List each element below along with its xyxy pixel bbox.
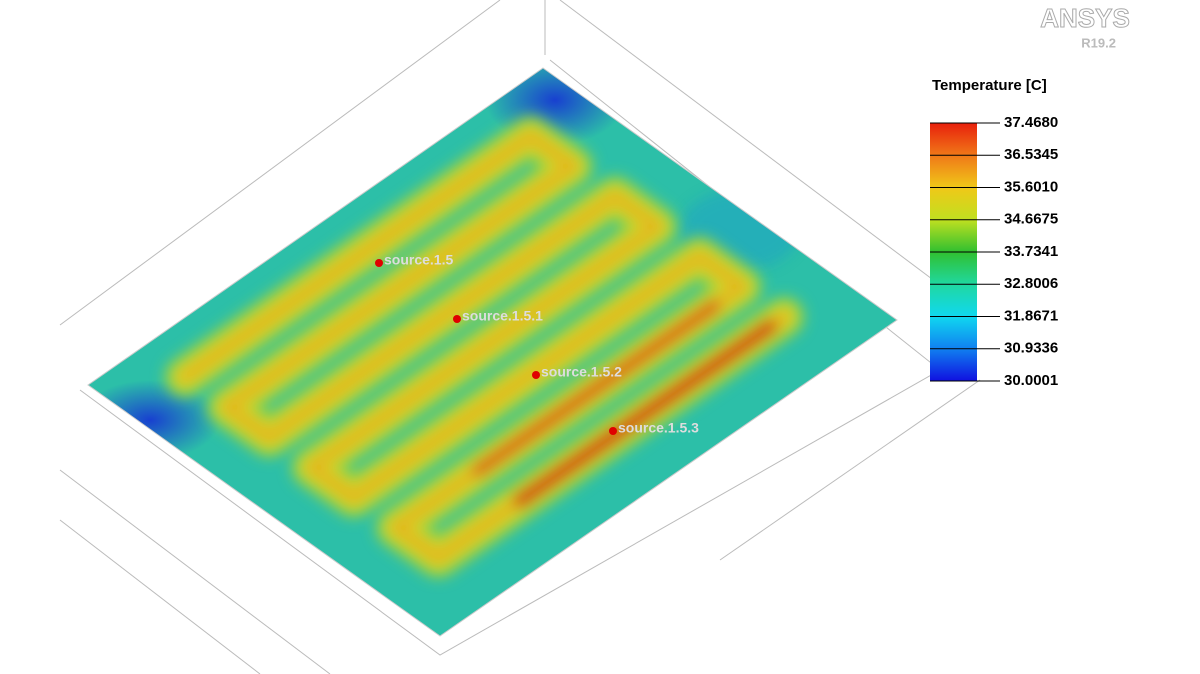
legend-label: 33.7341 xyxy=(1004,243,1058,260)
logo-brand: ANSYS xyxy=(1040,3,1130,33)
source-label: source.1.5.3 xyxy=(618,420,699,436)
plate-outline xyxy=(87,67,898,637)
logo-release: R19.2 xyxy=(1081,35,1116,50)
legend-label: 37.4680 xyxy=(1004,114,1058,131)
band-peak xyxy=(513,319,778,508)
source-dot xyxy=(532,371,540,379)
legend-label: 32.8006 xyxy=(1004,275,1058,292)
source-label: source.1.5 xyxy=(384,252,453,268)
source-label: source.1.5.1 xyxy=(462,308,543,324)
source-label: source.1.5.2 xyxy=(541,364,622,380)
source-dot xyxy=(609,427,617,435)
source-dot xyxy=(375,259,383,267)
legend-label: 31.8671 xyxy=(1004,307,1058,324)
legend-label: 34.6675 xyxy=(1004,211,1058,228)
legend-label: 30.9336 xyxy=(1004,340,1058,357)
source-markers: source.1.5 source.1.5.1 source.1.5.2 source… xyxy=(375,252,699,436)
legend-label: 30.0001 xyxy=(1004,372,1058,389)
source-dot xyxy=(453,315,461,323)
legend-label: 36.5345 xyxy=(1004,146,1058,163)
temperature-plate xyxy=(88,68,897,636)
legend-title: Temperature [C] xyxy=(932,77,1047,94)
legend-labels: 37.4680 36.5345 35.6010 34.6675 33.7341 32.80… xyxy=(930,114,1058,389)
band-hotter xyxy=(180,132,789,562)
band-peak xyxy=(471,299,721,477)
legend-label: 35.6010 xyxy=(1004,178,1058,195)
